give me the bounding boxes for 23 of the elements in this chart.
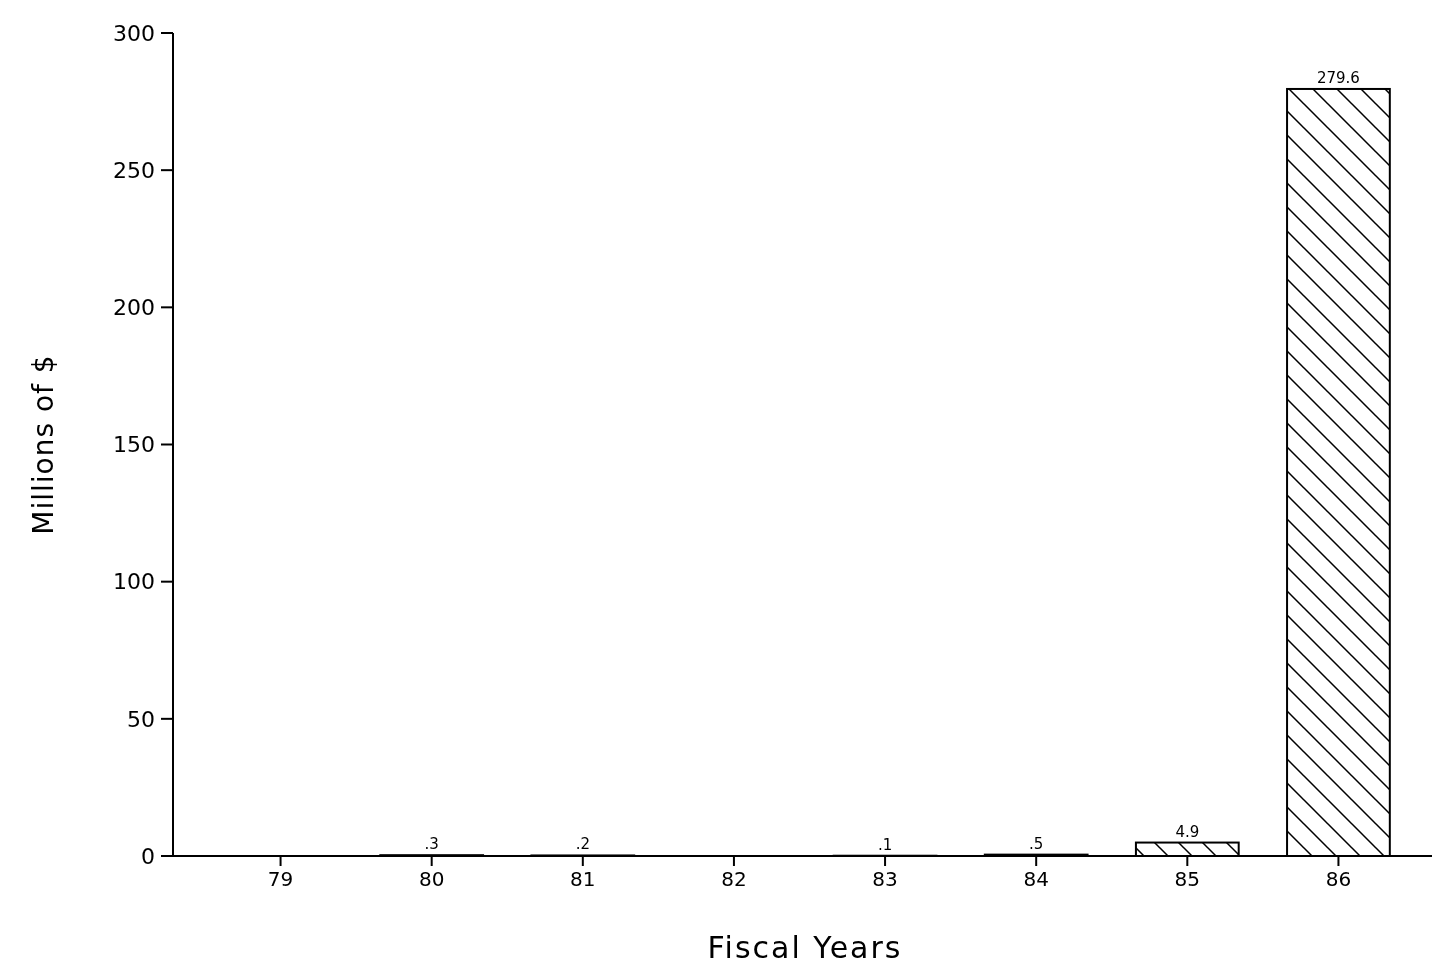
x-tick-label: 84 <box>1023 867 1049 891</box>
y-tick-label: 250 <box>113 157 155 183</box>
x-tick-label: 79 <box>267 867 294 891</box>
data-label: .3 <box>424 835 439 854</box>
data-label: .1 <box>877 835 893 854</box>
data-label: 4.9 <box>1175 822 1200 841</box>
y-tick-label: 300 <box>113 20 155 46</box>
y-tick-label: 100 <box>113 569 155 595</box>
data-label: 279.6 <box>1316 68 1360 87</box>
y-tick-label: 0 <box>141 843 155 869</box>
x-tick-label: 80 <box>418 867 445 891</box>
x-axis-title: Fiscal Years <box>707 930 903 961</box>
data-label: .2 <box>575 835 590 854</box>
y-tick-label: 150 <box>113 432 155 458</box>
y-tick-label: 50 <box>127 706 155 732</box>
data-label: .5 <box>1029 834 1044 853</box>
x-tick-label: 82 <box>721 867 747 891</box>
x-tick-label: 83 <box>872 867 898 891</box>
y-tick-label: 200 <box>113 295 155 321</box>
x-tick-label: 81 <box>570 867 596 891</box>
x-tick-label: 85 <box>1174 867 1201 891</box>
y-axis-title: Millions of $ <box>27 354 60 535</box>
x-tick-label: 86 <box>1325 867 1352 891</box>
